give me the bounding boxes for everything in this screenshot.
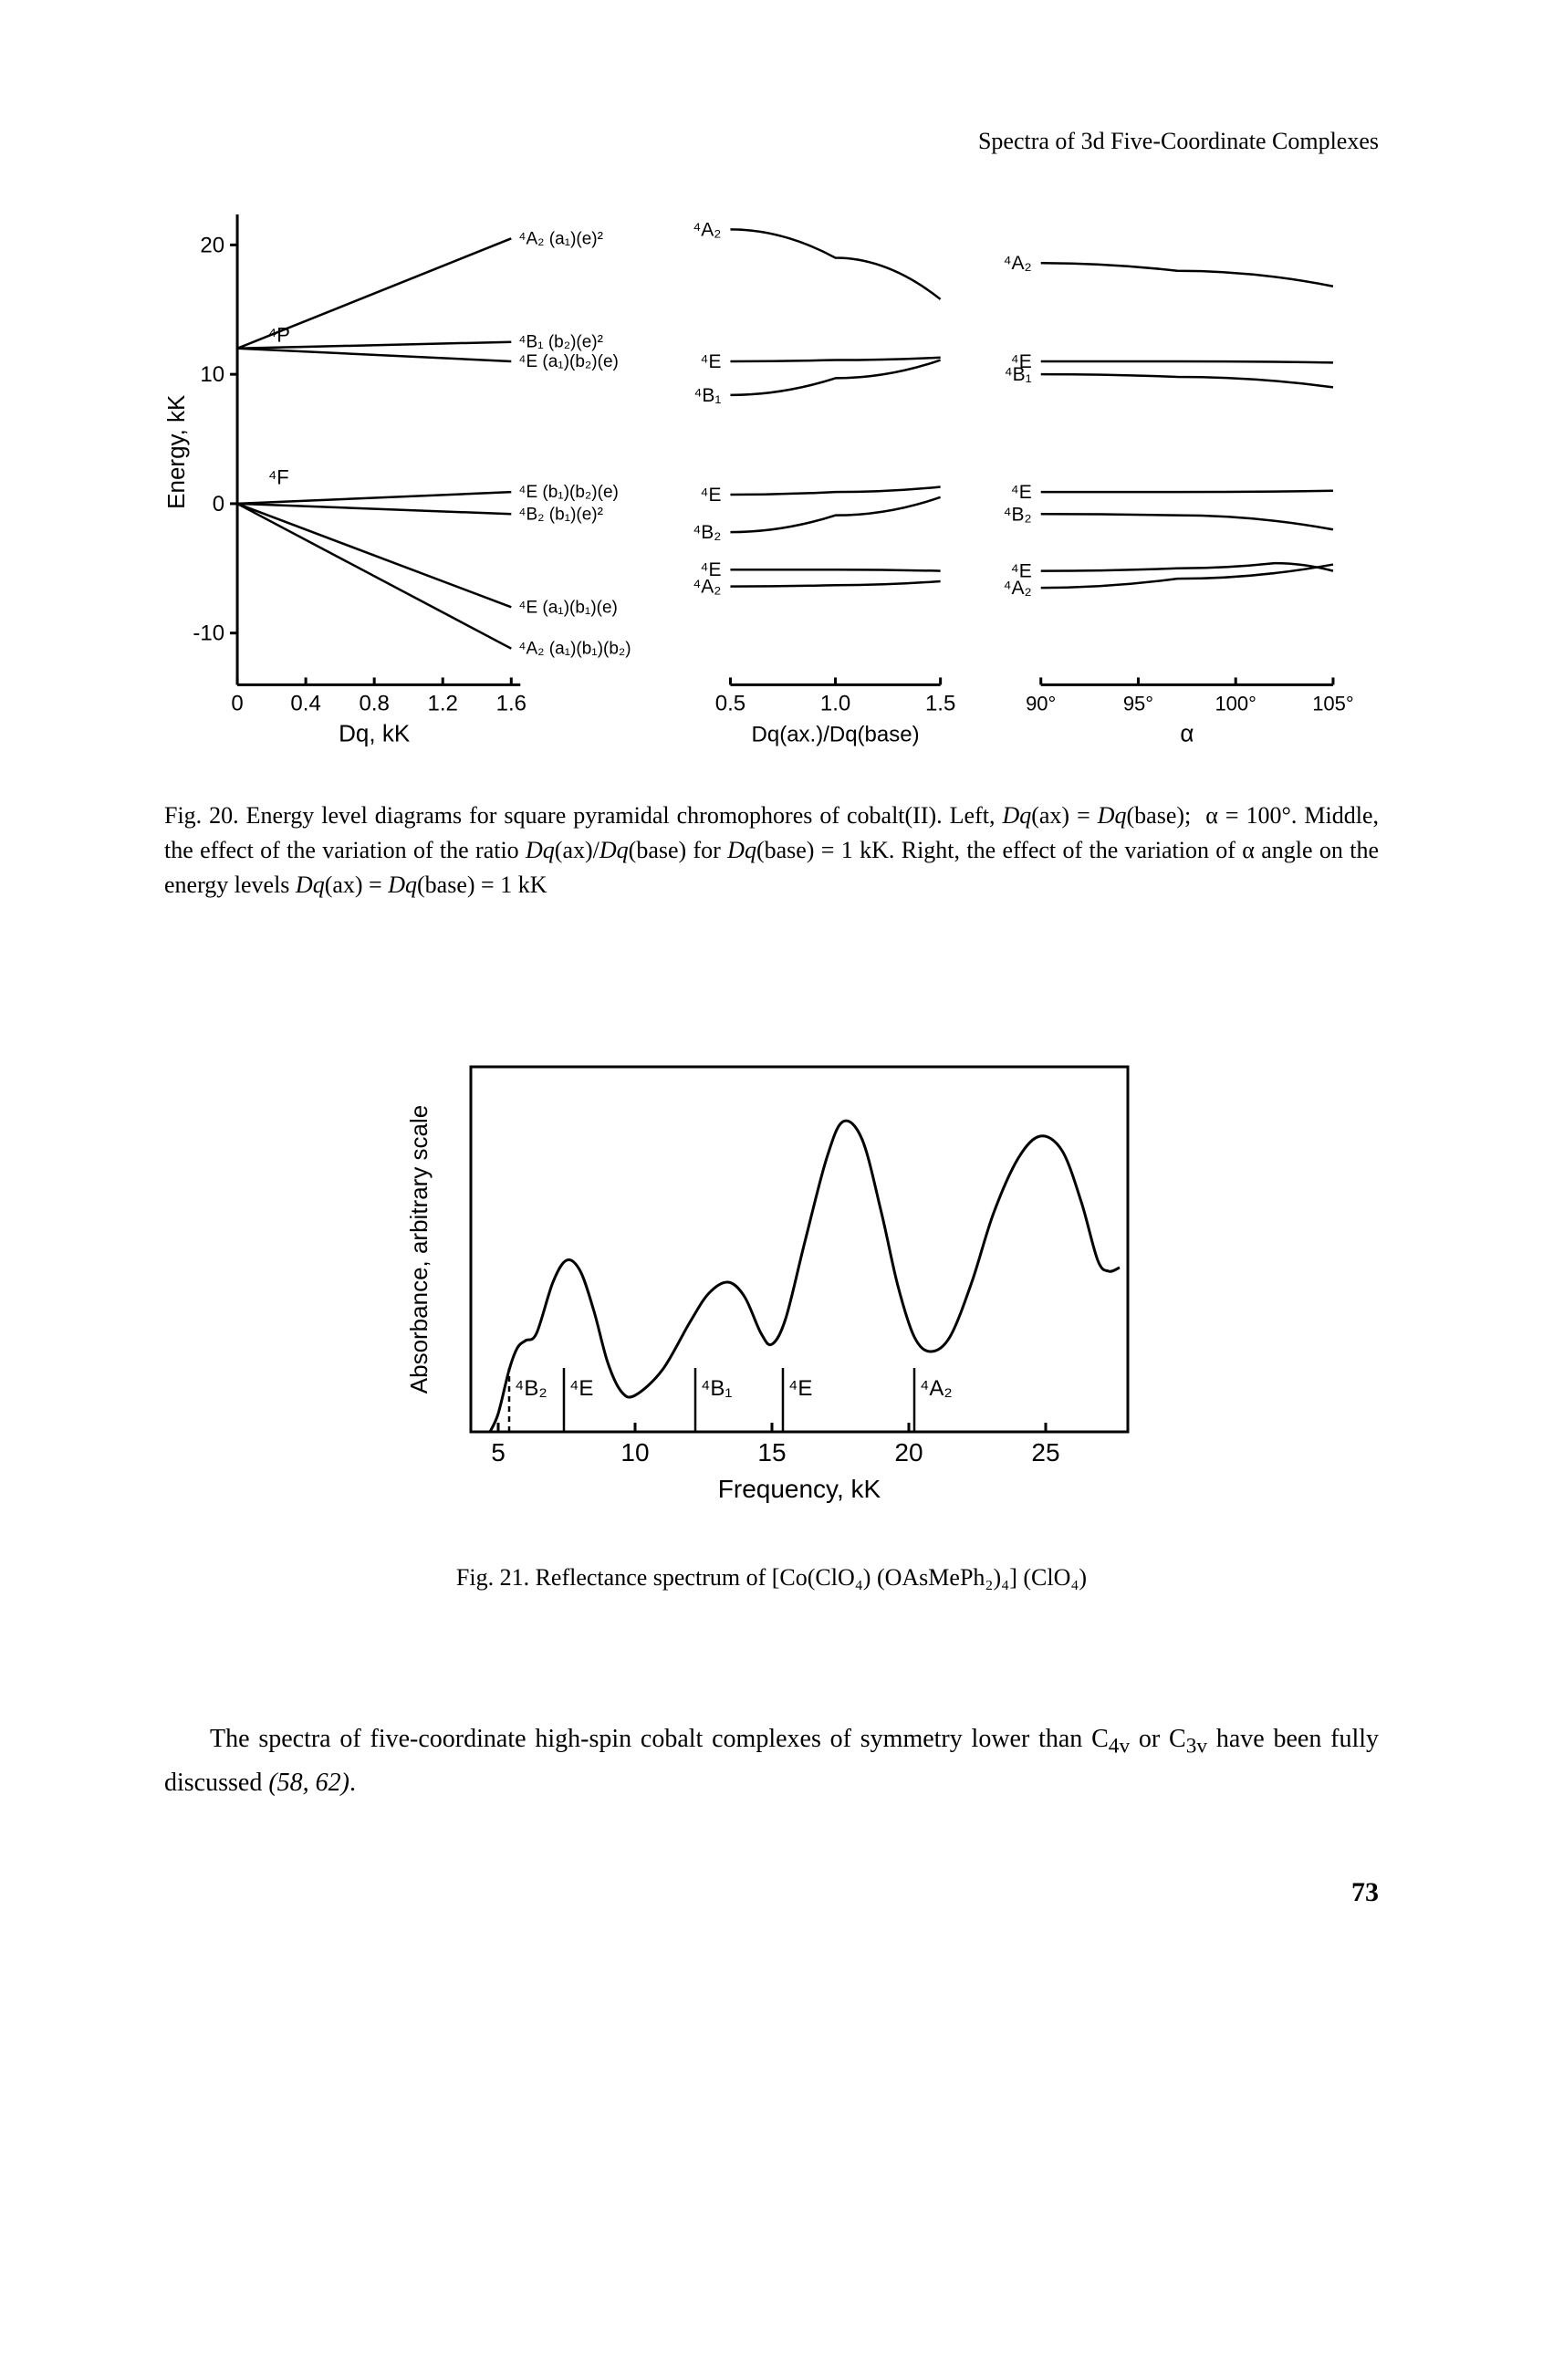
svg-text:Frequency, kK: Frequency, kK — [717, 1475, 881, 1503]
svg-text:⁴A₂ (a₁)(b₁)(b₂): ⁴A₂ (a₁)(b₁)(b₂) — [518, 640, 631, 659]
svg-text:Dq, kK: Dq, kK — [339, 719, 411, 746]
fig21-svg: 5 10 15 20 25 Frequency, kK Absorbance, arbitr… — [370, 1030, 1173, 1523]
svg-text:⁴B₂ (b₁)(e)²: ⁴B₂ (b₁)(e)² — [518, 505, 603, 524]
svg-text:Energy, kK: Energy, kK — [164, 394, 190, 509]
svg-text:15: 15 — [757, 1438, 786, 1467]
svg-text:10: 10 — [200, 362, 224, 387]
svg-text:α: α — [1180, 719, 1194, 746]
svg-text:⁴F: ⁴F — [268, 466, 289, 489]
svg-text:⁴B₁: ⁴B₁ — [1005, 364, 1032, 385]
svg-text:20: 20 — [200, 233, 224, 257]
svg-text:0.4: 0.4 — [290, 691, 320, 715]
svg-text:⁴A₂: ⁴A₂ — [693, 219, 721, 240]
body-paragraph: The spectra of five-coordinate high-spin… — [164, 1719, 1379, 1805]
svg-text:⁴E: ⁴E — [700, 351, 721, 372]
svg-text:10: 10 — [620, 1438, 649, 1467]
figure-21: 5 10 15 20 25 Frequency, kK Absorbance, arbitr… — [164, 1030, 1379, 1592]
svg-text:0: 0 — [231, 691, 243, 715]
svg-text:⁴E (a₁)(b₁)(e): ⁴E (a₁)(b₁)(e) — [518, 598, 618, 617]
svg-text:1.6: 1.6 — [496, 691, 526, 715]
svg-text:1.2: 1.2 — [428, 691, 458, 715]
svg-text:⁴E: ⁴E — [1011, 482, 1032, 503]
svg-text:1.5: 1.5 — [925, 691, 955, 715]
svg-text:⁴B₂: ⁴B₂ — [693, 522, 721, 543]
svg-text:-10: -10 — [193, 621, 224, 646]
page-header: Spectra of 3d Five-Coordinate Complexes — [164, 128, 1379, 155]
svg-text:⁴A₂ (a₁)(e)²: ⁴A₂ (a₁)(e)² — [518, 229, 603, 248]
svg-text:0: 0 — [213, 492, 224, 517]
svg-text:⁴E: ⁴E — [788, 1376, 812, 1401]
svg-text:⁴B₁: ⁴B₁ — [693, 385, 721, 406]
svg-text:0.5: 0.5 — [715, 691, 745, 715]
svg-text:⁴A₂: ⁴A₂ — [1004, 578, 1032, 599]
svg-text:⁴A₂: ⁴A₂ — [920, 1376, 953, 1401]
svg-text:⁴B₂: ⁴B₂ — [1004, 504, 1032, 525]
figure-20: -100102000.40.81.21.6Energy, kKDq, kK⁴P⁴… — [164, 192, 1379, 903]
svg-text:⁴E (a₁)(b₂)(e): ⁴E (a₁)(b₂)(e) — [518, 352, 619, 371]
svg-text:1.0: 1.0 — [820, 691, 850, 715]
svg-text:⁴B₂: ⁴B₂ — [515, 1376, 547, 1401]
page-number: 73 — [164, 1877, 1379, 1908]
svg-text:⁴E (b₁)(b₂)(e): ⁴E (b₁)(b₂)(e) — [518, 483, 619, 502]
fig20-svg: -100102000.40.81.21.6Energy, kKDq, kK⁴P⁴… — [164, 192, 1379, 767]
svg-text:0.8: 0.8 — [359, 691, 389, 715]
svg-text:⁴B₁: ⁴B₁ — [701, 1376, 732, 1401]
svg-text:25: 25 — [1031, 1438, 1059, 1467]
svg-text:Dq(ax.)/Dq(base): Dq(ax.)/Dq(base) — [752, 722, 920, 746]
svg-text:100°: 100° — [1215, 692, 1256, 715]
svg-text:⁴A₂: ⁴A₂ — [1004, 253, 1032, 274]
svg-text:⁴B₁ (b₂)(e)²: ⁴B₁ (b₂)(e)² — [518, 333, 603, 352]
svg-text:⁴E: ⁴E — [569, 1376, 593, 1401]
fig21-caption: Fig. 21. Reflectance spectrum of [Co(ClO… — [164, 1564, 1379, 1592]
fig20-caption: Fig. 20. Energy level diagrams for squar… — [164, 799, 1379, 902]
svg-text:5: 5 — [491, 1438, 506, 1467]
svg-text:⁴E: ⁴E — [700, 485, 721, 506]
svg-text:⁴A₂: ⁴A₂ — [693, 577, 721, 598]
svg-text:95°: 95° — [1123, 692, 1153, 715]
svg-text:20: 20 — [894, 1438, 923, 1467]
svg-text:105°: 105° — [1312, 692, 1354, 715]
svg-text:90°: 90° — [1026, 692, 1056, 715]
svg-text:Absorbance, arbitrary scale: Absorbance, arbitrary scale — [405, 1104, 433, 1393]
